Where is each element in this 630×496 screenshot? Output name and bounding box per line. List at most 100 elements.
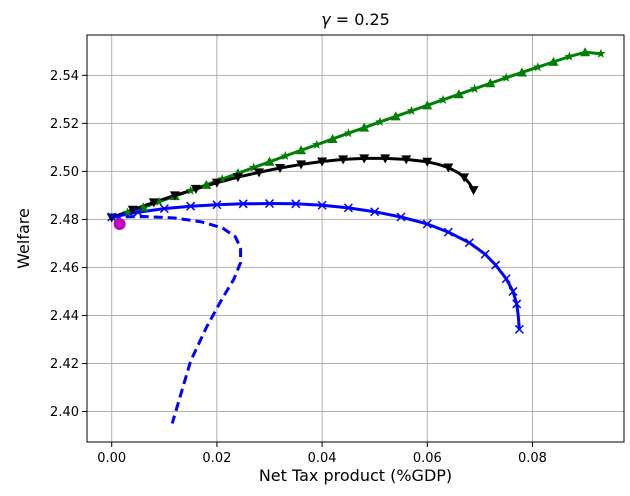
triangle-up-marker [327, 133, 338, 143]
x-marker-stroke [133, 207, 143, 217]
triangle-down-marker [443, 163, 454, 173]
star-marker [122, 207, 133, 217]
ticks: 0.00 0.02 0.04 0.06 0.08 2.40 2.42 2.44 2.46 2.48… [50, 69, 547, 466]
y-tick-label: 2.48 [50, 213, 79, 228]
x-marker-stroke [512, 299, 522, 309]
triangle-down-marker [422, 157, 433, 167]
triangle-down-marker [296, 160, 307, 170]
x-marker-stroke [501, 274, 511, 284]
series-line-black-solid [111, 156, 475, 219]
y-tick-label: 2.52 [50, 117, 79, 132]
x-marker [107, 212, 117, 222]
x-marker-stroke [396, 212, 406, 222]
star-marker [532, 62, 543, 72]
star-marker [248, 162, 259, 172]
series-line-blue-solid [111, 202, 521, 330]
x-marker-stroke [291, 199, 301, 209]
circle-marker [113, 217, 126, 230]
star-marker [217, 174, 227, 184]
x-marker [464, 238, 474, 248]
x-marker-stroke [480, 249, 490, 259]
x-marker [370, 207, 380, 217]
y-tick-label: 2.42 [50, 357, 79, 372]
triangle-up-marker [201, 179, 212, 189]
x-marker [133, 207, 143, 217]
star-marker [375, 116, 385, 126]
triangle-down-marker [401, 155, 412, 165]
x-marker-stroke [370, 207, 380, 217]
triangle-down-marker [338, 155, 349, 165]
x-marker-stroke [514, 324, 524, 334]
star-marker [343, 128, 354, 138]
triangle-down-marker [253, 168, 264, 178]
triangle-down-marker [190, 184, 201, 194]
triangle-up-marker [580, 47, 591, 57]
triangle-down-marker [459, 173, 470, 183]
x-marker-stroke [212, 200, 222, 210]
x-tick-label: 0.04 [308, 451, 337, 466]
triangle-down-marker [275, 164, 286, 174]
star-marker [596, 48, 606, 58]
star-marker [312, 139, 322, 149]
x-tick-label: 0.02 [202, 451, 231, 466]
x-marker [512, 299, 522, 309]
x-tick-label: 0.08 [518, 451, 547, 466]
x-marker [443, 227, 453, 237]
star-marker [438, 94, 448, 104]
star-marker [564, 51, 575, 61]
y-axis-label: Welfare [14, 208, 33, 269]
triangle-up-marker [453, 89, 464, 99]
title-gamma: γ [321, 10, 332, 29]
star-marker [406, 105, 417, 115]
triangle-up-marker [359, 122, 370, 132]
star-marker [185, 185, 196, 195]
triangle-up-marker [485, 78, 496, 88]
series-line-blue-dashed [111, 215, 243, 424]
star-marker [154, 196, 164, 206]
x-marker [501, 274, 511, 284]
y-tick-label: 2.46 [50, 261, 79, 276]
x-tick-label: 0.06 [413, 451, 442, 466]
triangle-down-marker [169, 191, 180, 201]
triangle-up-marker [516, 67, 527, 77]
x-marker-stroke [107, 212, 117, 222]
x-marker-stroke [317, 200, 327, 210]
star-marker [280, 151, 291, 161]
x-marker [480, 249, 490, 259]
plot-frame [86, 34, 625, 443]
x-marker [422, 219, 432, 229]
triangle-up-marker [264, 156, 275, 166]
x-marker-stroke [264, 199, 275, 209]
star-marker [501, 72, 511, 82]
triangle-up-marker [548, 56, 559, 66]
triangle-up-marker [390, 111, 401, 121]
x-marker [491, 260, 501, 270]
x-marker [291, 199, 301, 209]
x-marker [264, 199, 275, 209]
x-marker [396, 212, 406, 222]
x-marker [212, 200, 222, 210]
x-marker-stroke [491, 260, 501, 270]
x-marker [343, 203, 353, 213]
x-marker-stroke [238, 199, 248, 209]
x-marker-stroke [464, 238, 474, 248]
y-tick-label: 2.40 [50, 405, 79, 420]
x-marker [159, 204, 169, 214]
x-marker [186, 201, 196, 211]
y-tick-label: 2.50 [50, 165, 79, 180]
triangle-down-marker [468, 186, 479, 196]
triangle-down-marker [148, 198, 159, 208]
x-marker [514, 324, 524, 334]
triangle-up-marker [422, 100, 433, 110]
star-marker [469, 83, 480, 93]
series-layer [111, 50, 601, 424]
chart-title: γ = 0.25 [321, 10, 390, 29]
grid [87, 35, 624, 442]
x-marker-stroke [443, 227, 453, 237]
triangle-down-marker [127, 205, 138, 215]
x-axis-label: Net Tax product (%GDP) [259, 466, 452, 485]
x-marker [317, 200, 327, 210]
x-tick-label: 0.00 [97, 451, 126, 466]
